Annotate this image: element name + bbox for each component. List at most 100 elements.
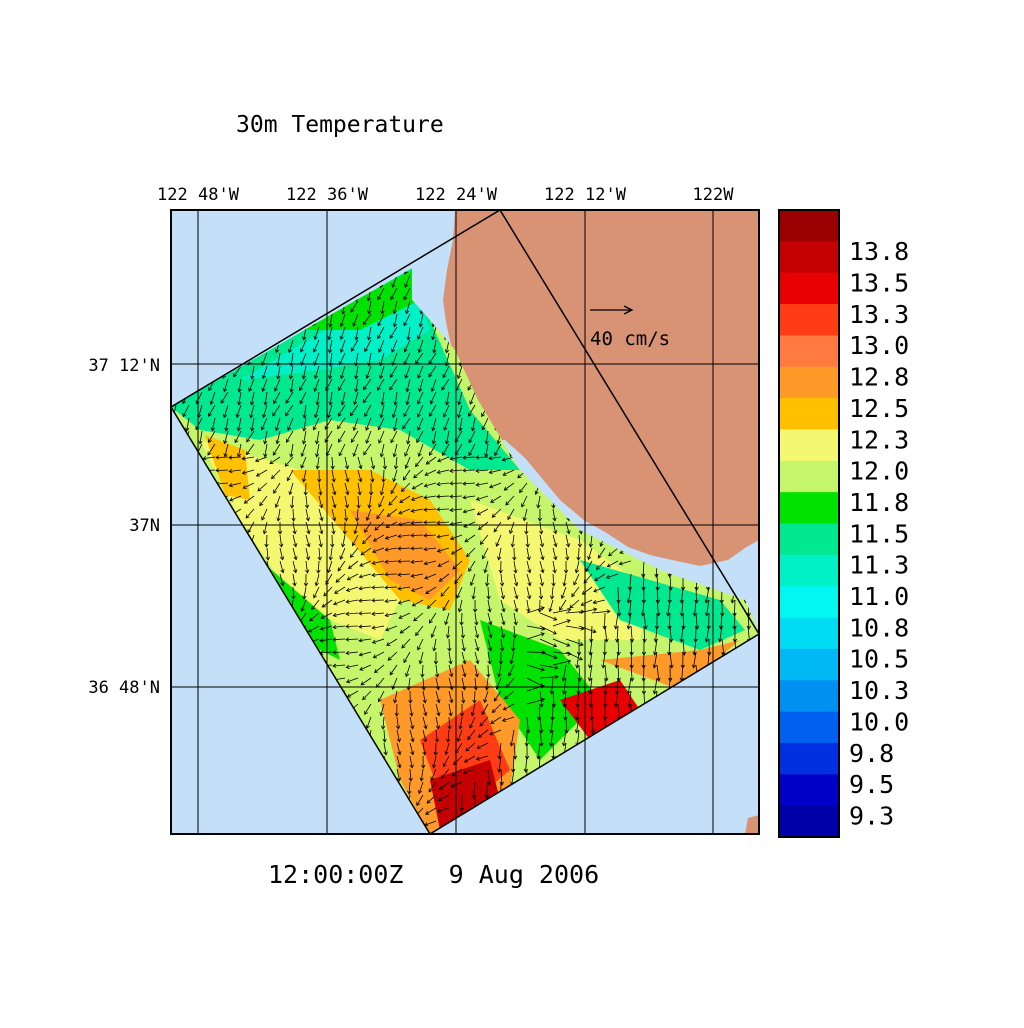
current-vector [380, 834, 384, 845]
current-vector [401, 834, 410, 842]
current-vector-head [164, 575, 167, 579]
current-vector [275, 834, 281, 845]
current-vector-head [707, 847, 711, 850]
current-vector [722, 834, 723, 850]
lon-label-2: 122 36'W [286, 185, 369, 205]
colorbar-swatch [779, 555, 839, 587]
colorbar-label: 11.8 [849, 488, 909, 517]
lon-label-1: 122 48'W [157, 185, 240, 205]
colorbar-label: 13.5 [849, 269, 909, 298]
current-vector [346, 626, 358, 627]
current-vector [390, 834, 397, 844]
current-vector [488, 665, 489, 677]
current-vector-head [412, 836, 416, 839]
lat-label-1: 37 12'N [88, 356, 160, 376]
colorbar-label: 11.3 [849, 551, 909, 580]
colorbar-swatch [779, 367, 839, 399]
current-vector [476, 457, 488, 458]
current-vector-head [618, 847, 622, 850]
current-vector [656, 834, 657, 850]
colorbar-swatch [779, 273, 839, 305]
current-vector [551, 834, 553, 850]
lon-label-3: 122 24'W [415, 185, 498, 205]
current-vector-head [165, 835, 169, 838]
vector-scale-label: 40 cm/s [590, 328, 670, 350]
colorbar-label: 12.5 [849, 394, 909, 423]
colorbar-label: 9.5 [849, 770, 894, 799]
lat-label-3: 36 48'N [88, 678, 160, 698]
colorbar-label: 10.0 [849, 707, 909, 736]
map-panel [164, 210, 771, 850]
current-vector-head [592, 847, 596, 850]
current-vector-head [164, 560, 167, 564]
current-vector-head [497, 847, 501, 850]
lat-label-2: 37N [129, 516, 160, 536]
map-title: 30m Temperature [236, 112, 444, 138]
lon-label-4: 122 12'W [544, 185, 627, 205]
current-vector-head [289, 843, 293, 846]
current-vector-head [165, 589, 169, 592]
current-vector [641, 834, 644, 850]
current-vector-head [461, 847, 465, 850]
current-vector-head [305, 843, 309, 846]
colorbar-label: 12.3 [849, 425, 909, 454]
colorbar-swatch [779, 586, 839, 618]
current-vector [291, 834, 293, 846]
current-vector [463, 470, 475, 471]
colorbar-swatch [779, 335, 839, 367]
colorbar-swatch [779, 241, 839, 273]
current-vector [385, 574, 397, 575]
current-vector [540, 834, 541, 850]
current-vector [683, 834, 684, 850]
current-vector [437, 509, 449, 510]
current-vector-head [274, 841, 277, 845]
current-vector-head [166, 604, 170, 607]
current-vector-head [346, 842, 350, 845]
current-vector [514, 834, 515, 850]
current-vector-head [166, 474, 169, 477]
colorbar-label: 9.8 [849, 739, 894, 768]
current-vector-head [655, 847, 659, 850]
colorbar-label: 13.8 [849, 237, 909, 266]
colorbar-swatch [779, 680, 839, 712]
colorbar-swatch [779, 398, 839, 430]
current-vector-head [732, 847, 736, 850]
colorbar-label: 12.0 [849, 457, 909, 486]
current-vector [499, 834, 502, 850]
current-vector [359, 613, 371, 614]
current-vector-head [473, 847, 477, 850]
current-vector [398, 561, 410, 562]
colorbar-label: 11.0 [849, 582, 909, 611]
current-vector-head [319, 843, 323, 846]
colorbar-swatch [779, 649, 839, 681]
colorbar-label: 9.3 [849, 801, 894, 830]
colorbar-swatch [779, 618, 839, 650]
current-vector [259, 834, 267, 843]
current-vector [449, 834, 450, 850]
current-vector-head [526, 847, 530, 850]
current-vector-head [166, 824, 170, 827]
current-vector [462, 834, 463, 850]
current-vector-head [333, 842, 337, 845]
current-vector [618, 834, 620, 850]
current-vector-head [357, 843, 361, 846]
colorbar-swatch [779, 461, 839, 493]
current-vector-head [401, 838, 404, 841]
current-vector [592, 834, 594, 850]
current-vector-head [369, 843, 373, 846]
current-vector-head [230, 835, 233, 838]
lon-label-5: 122W [693, 185, 735, 205]
current-vector-head [164, 497, 167, 501]
current-vector-head [244, 837, 248, 840]
current-vector [605, 834, 606, 850]
current-vector-head [745, 847, 749, 850]
colorbar-label: 11.5 [849, 519, 909, 548]
current-vector [734, 834, 735, 850]
current-vector-head [487, 847, 491, 850]
current-vector-head [513, 847, 517, 850]
current-vector [333, 652, 345, 653]
longitude-labels: 122 48'W 122 36'W 122 24'W 122 12'W 122W [157, 185, 734, 205]
current-vector-head [564, 847, 568, 850]
